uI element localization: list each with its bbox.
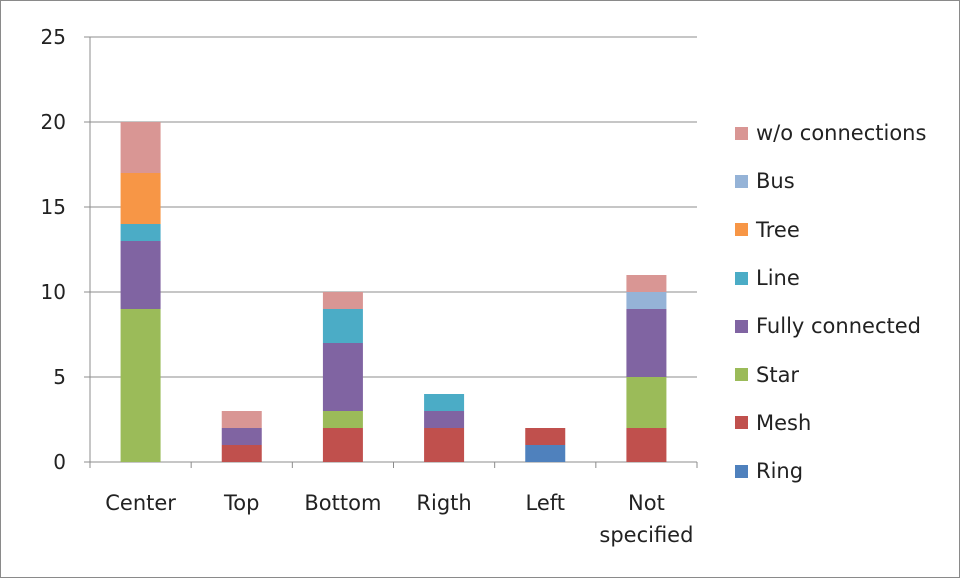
legend: w/o connections Bus Tree Line Fully connecte…	[735, 109, 955, 495]
bar-segment-fully-connected	[120, 241, 161, 309]
legend-swatch	[735, 416, 748, 430]
y-tick-label: 10	[41, 280, 66, 304]
y-tick-label: 15	[41, 195, 66, 219]
legend-swatch	[735, 271, 748, 285]
bar-segment-fully-connected	[424, 411, 465, 428]
gridlines	[90, 36, 697, 378]
bar-segment-mesh	[322, 428, 363, 462]
bar-segment-line	[120, 224, 161, 241]
bar-segment-fully-connected	[626, 309, 667, 377]
bar-segment-fully-connected	[221, 428, 262, 445]
bar-segment-mesh	[221, 445, 262, 462]
bar-segment-line	[424, 394, 465, 411]
x-tick-label-line: Not	[628, 491, 665, 515]
bar-segment-tree	[120, 173, 161, 224]
legend-item-star: Star	[735, 350, 955, 398]
legend-swatch	[735, 126, 748, 140]
legend-swatch	[735, 368, 748, 382]
y-tick-label: 5	[53, 365, 66, 389]
legend-label: Fully connected	[756, 314, 921, 339]
y-axis-ticks: 0 5 10 15 20 25	[41, 25, 90, 474]
legend-label: Line	[756, 266, 800, 291]
bar-segment-mesh	[424, 428, 465, 462]
legend-label: Ring	[756, 459, 804, 484]
y-tick-label: 20	[41, 110, 66, 134]
bar-segment-mesh	[525, 428, 566, 445]
x-tick-label-line: Bottom	[304, 491, 381, 515]
legend-item-line: Line	[735, 254, 955, 302]
legend-swatch	[735, 319, 748, 333]
x-tick-label-line: specified	[599, 523, 693, 547]
bar-segment-fully-connected	[322, 343, 363, 411]
x-tick-label: Not specified	[599, 491, 693, 547]
legend-swatch	[735, 223, 748, 237]
x-tick-label: Top	[223, 491, 259, 515]
bar-segment-w-o-connections	[120, 122, 161, 173]
legend-label: Tree	[756, 217, 800, 242]
bar-segment-line	[322, 309, 363, 343]
x-tick-label: Bottom	[304, 491, 381, 515]
bar-segment-bus	[626, 292, 667, 309]
legend-swatch	[735, 464, 748, 478]
bar-segment-mesh	[626, 428, 667, 462]
bar-segment-w-o-connections	[322, 292, 363, 309]
bars	[120, 122, 667, 462]
legend-swatch	[735, 174, 748, 188]
x-tick-label-line: Left	[525, 491, 565, 515]
bar-segment-ring	[525, 445, 566, 462]
bar-segment-star	[626, 377, 667, 428]
axes	[89, 37, 697, 463]
x-tick-label-line: Center	[105, 491, 176, 515]
legend-item-bus: Bus	[735, 157, 955, 205]
y-tick-label: 0	[53, 450, 66, 474]
bar-segment-star	[120, 309, 161, 462]
legend-label: w/o connections	[756, 121, 927, 146]
legend-label: Star	[756, 362, 800, 387]
bar-segment-w-o-connections	[626, 275, 667, 292]
x-tick-label: Left	[525, 491, 565, 515]
bar-segment-star	[322, 411, 363, 428]
legend-item-tree: Tree	[735, 206, 955, 254]
x-tick-label-line: Rigth	[416, 491, 471, 515]
x-axis-ticks: Center Top Bottom Rigth Left Not specified	[89, 462, 698, 547]
legend-item-w-o-connections: w/o connections	[735, 109, 955, 157]
x-tick-label: Center	[105, 491, 176, 515]
x-tick-label: Rigth	[416, 491, 471, 515]
legend-item-mesh: Mesh	[735, 399, 955, 447]
legend-label: Mesh	[756, 410, 812, 435]
y-tick-label: 25	[41, 25, 66, 49]
legend-label: Bus	[756, 169, 795, 194]
legend-item-ring: Ring	[735, 447, 955, 495]
legend-item-fully-connected: Fully connected	[735, 302, 955, 350]
x-tick-label-line: Top	[223, 491, 259, 515]
bar-segment-w-o-connections	[221, 411, 262, 428]
